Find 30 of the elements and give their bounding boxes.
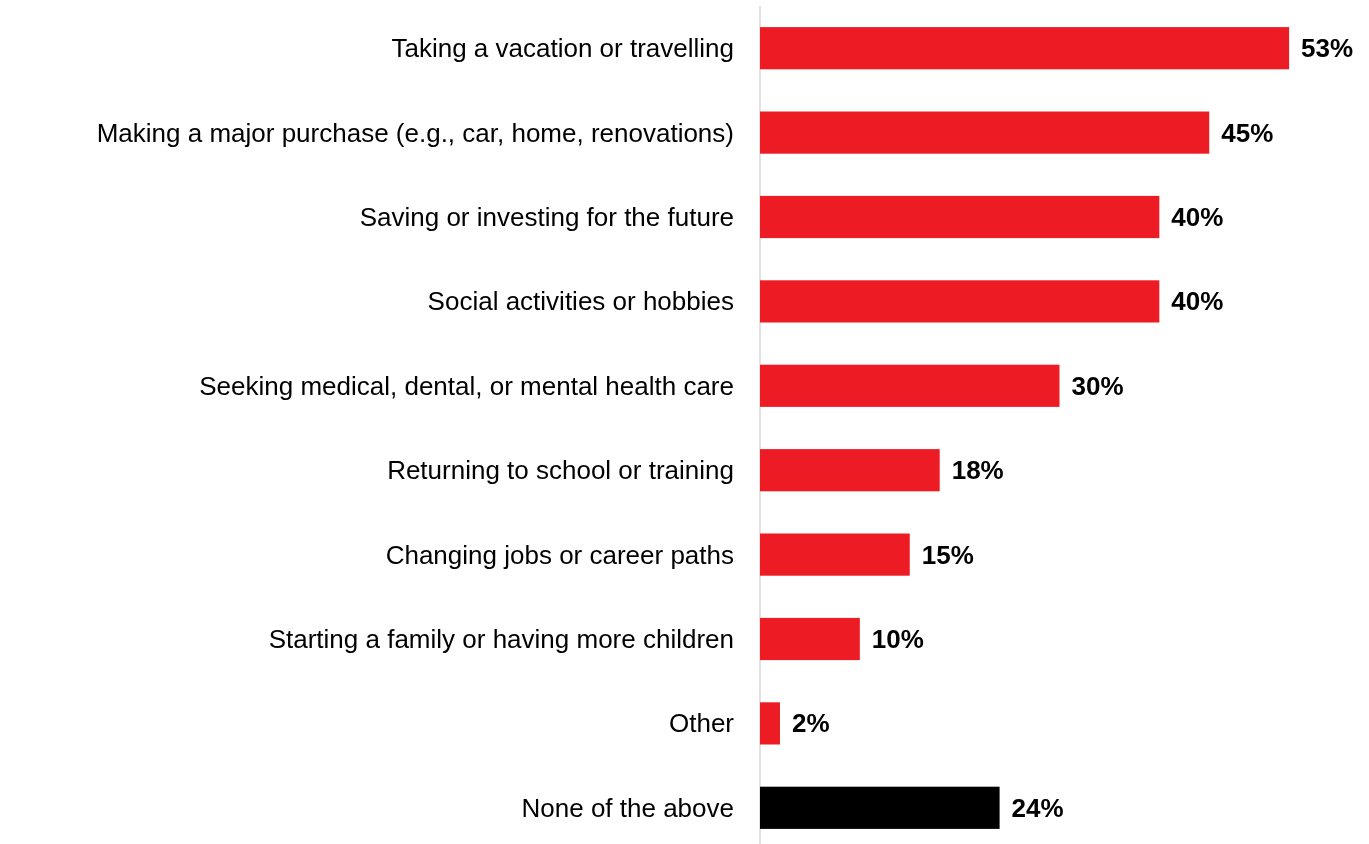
y-tick-label: Other [668,708,735,739]
y-tick-label: Seeking medical, dental, or mental health care [199,370,734,401]
data-label: 40% [1171,202,1224,232]
bar [760,449,940,492]
bar [760,786,1000,829]
bar [760,111,1210,154]
y-tick-label: None of the above [521,792,734,823]
bar [760,280,1160,323]
y-tick-label: Taking a vacation or travelling [391,33,734,64]
y-tick-label: Social activities or hobbies [427,286,734,317]
bar [760,27,1290,70]
bar [760,617,860,661]
data-label: 53% [1301,33,1354,64]
data-label: 30% [1071,370,1124,401]
bar [760,364,1060,407]
y-tick-label: Returning to school or training [387,455,734,486]
data-label: 24% [1011,792,1064,823]
bar [760,702,780,745]
y-tick-label: Starting a family or having more children [268,624,734,654]
data-label: 2% [791,708,830,739]
bar [760,533,910,576]
y-tick-label: Changing jobs or career paths [385,539,734,570]
data-label: 10% [871,624,924,654]
y-tick-label: Making a major purchase (e.g., car, home, renovations) [96,117,734,148]
bar [760,195,1160,239]
data-label: 18% [951,455,1004,486]
data-label: 45% [1221,117,1274,148]
data-label: 40% [1171,286,1224,317]
y-tick-label: Saving or investing for the future [359,202,734,232]
data-label: 15% [921,539,974,570]
